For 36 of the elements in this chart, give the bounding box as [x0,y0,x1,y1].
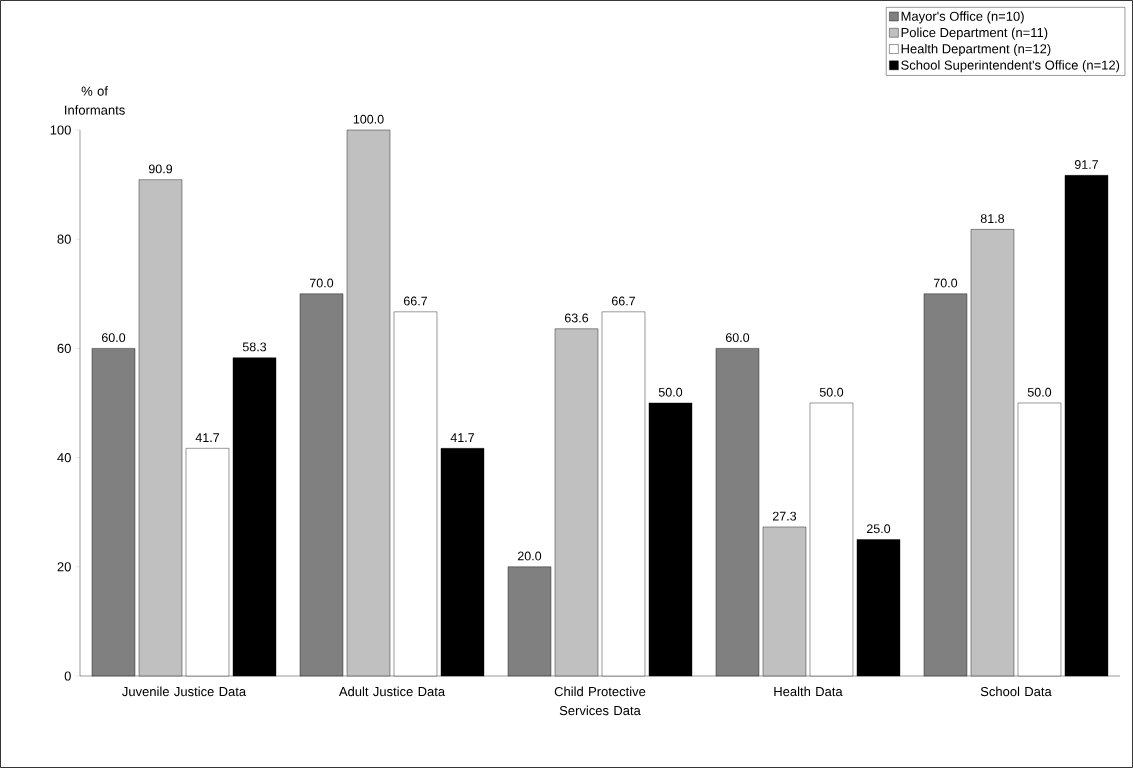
y-tick-label: 100 [50,125,71,135]
y-tick-label: 80 [57,234,71,244]
x-tick-label: Health Data [774,686,843,697]
y-axis-title: % of Informants [65,86,125,115]
data-label: 25.0 [866,524,891,534]
data-label: 41.7 [195,433,220,442]
data-label: 70.0 [309,278,334,288]
y-tick-label: 0 [64,671,71,681]
data-label: 50.0 [819,387,844,397]
data-label: 50.0 [658,387,683,397]
x-tick-label: Adult Justice Data [338,686,446,697]
y-tick-label: 40 [57,452,71,463]
x-tick-label: School Data [980,686,1052,697]
data-label: 20.0 [517,551,542,561]
data-label: 27.3 [772,511,797,521]
data-label: 60.0 [725,333,750,343]
y-tick-label: 20 [57,562,71,572]
y-tick-label: 60 [57,343,71,353]
data-label: 58.3 [242,342,267,352]
x-tick-label: Juvenile Justice Data [122,686,247,697]
data-label: 41.7 [450,433,475,442]
legend-label: School Superintendent's Office (n=12) [901,60,1120,73]
data-label: 100.0 [353,114,384,124]
legend-label: Mayor's Office (n=10) [901,11,1024,24]
legend-label: Police Department (n=11) [901,27,1048,40]
data-label: 63.6 [564,313,589,323]
data-label: 66.7 [403,296,428,306]
data-label: 81.8 [980,214,1005,223]
data-label: 90.9 [148,164,173,174]
x-tick-label: Child Protective Services Data [554,686,646,716]
data-label: 60.0 [101,333,126,343]
data-label: 91.7 [1074,160,1099,169]
data-label: 50.0 [1027,387,1052,397]
data-label: 70.0 [933,278,958,288]
data-label: 66.7 [611,296,636,306]
legend-label: Health Department (n=12) [901,43,1051,57]
